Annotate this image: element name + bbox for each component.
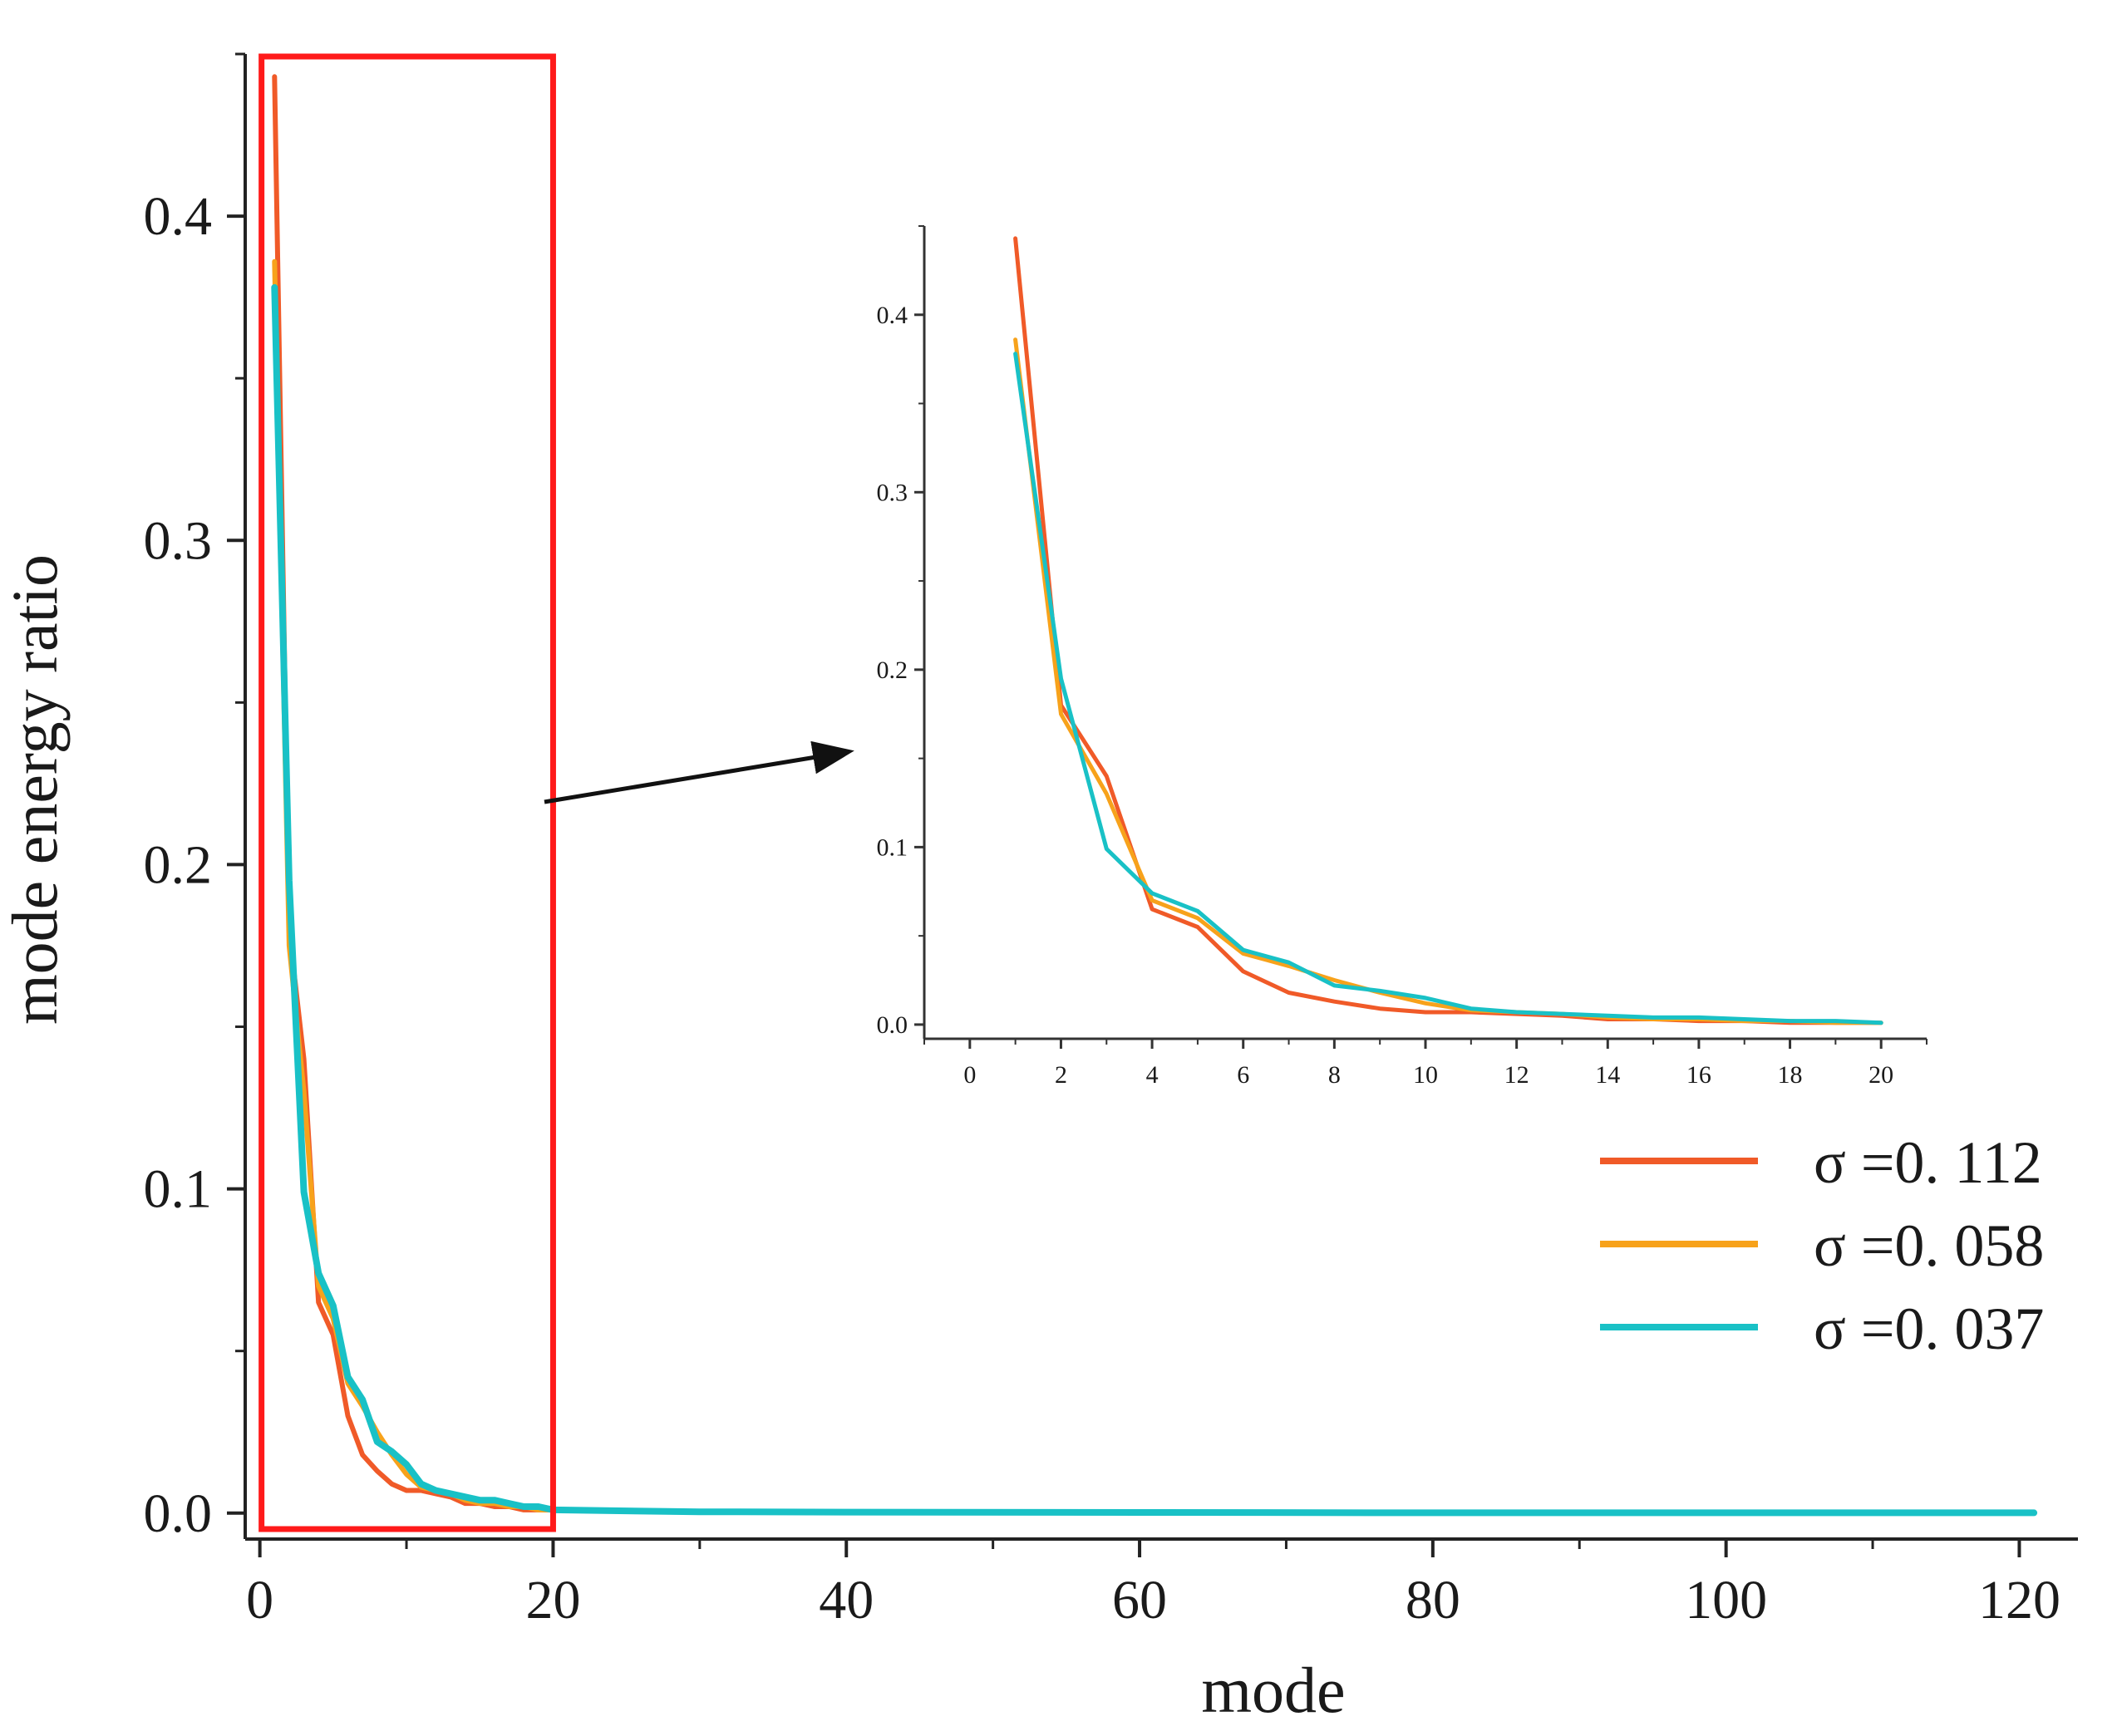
inset-y-tick-label: 0.3	[877, 479, 908, 506]
main-x-axis-label: mode	[1201, 1654, 1345, 1726]
legend: σ =0. 112 σ =0. 058 σ =0. 037	[1600, 1129, 2044, 1362]
inset-x-tick-label: 12	[1504, 1061, 1529, 1089]
main-series-line-2	[272, 258, 2037, 1516]
inset-x-tick-label: 0	[963, 1061, 976, 1089]
inset-y-tick-label: 0.2	[877, 657, 908, 684]
inset-y-tick-label: 0.0	[877, 1011, 908, 1039]
main-y-axis-label: mode energy ratio	[0, 554, 71, 1025]
main-x-tick-label: 120	[1978, 1570, 2060, 1630]
main-x-tick-label: 60	[1112, 1570, 1167, 1630]
inset-x-tick-label: 2	[1055, 1061, 1067, 1089]
inset-axes: 0 2 4 6 8 10 12 14 16 18 20 0.0 0.1 0.2 0.3 0.4	[877, 225, 1928, 1089]
main-x-tick-label: 20	[525, 1570, 580, 1630]
inset-y-tick-label: 0.1	[877, 834, 908, 861]
main-x-tick-label: 100	[1685, 1570, 1767, 1630]
inset-x-tick-label: 4	[1146, 1061, 1159, 1089]
inset-x-tick-label: 20	[1868, 1061, 1893, 1089]
main-series-group	[271, 74, 2038, 1517]
main-x-tick-label: 40	[819, 1570, 874, 1630]
inset-x-tick-label: 14	[1595, 1061, 1620, 1089]
main-series-line-3	[271, 283, 2038, 1517]
inset-series-line-1	[1013, 236, 1883, 1025]
zoom-arrow	[544, 740, 854, 804]
inset-series-line-3	[1013, 352, 1883, 1025]
inset-x-tick-label: 6	[1237, 1061, 1249, 1089]
main-x-tick-label: 80	[1406, 1570, 1460, 1630]
highlight-box	[258, 53, 556, 1532]
inset-series-line-2	[1013, 337, 1883, 1025]
main-y-tick-label: 0.4	[144, 186, 213, 247]
inset-y-tick-label: 0.4	[877, 302, 908, 329]
inset-x-tick-label: 8	[1328, 1061, 1341, 1089]
main-y-tick-label: 0.2	[144, 834, 213, 895]
legend-label-1: σ =0. 112	[1814, 1129, 2042, 1196]
inset-series-group	[1013, 236, 1883, 1025]
inset-x-tick-label: 16	[1686, 1061, 1711, 1089]
inset-x-tick-label: 18	[1778, 1061, 1803, 1089]
main-y-tick-label: 0.1	[144, 1159, 213, 1220]
main-y-tick-label: 0.0	[144, 1483, 213, 1544]
main-x-tick-label: 0	[246, 1570, 273, 1630]
legend-label-2: σ =0. 058	[1814, 1212, 2044, 1279]
legend-label-3: σ =0. 037	[1814, 1296, 2044, 1362]
main-y-tick-label: 0.3	[144, 510, 213, 571]
inset-x-tick-label: 10	[1413, 1061, 1438, 1089]
main-series-line-1	[272, 74, 2037, 1516]
